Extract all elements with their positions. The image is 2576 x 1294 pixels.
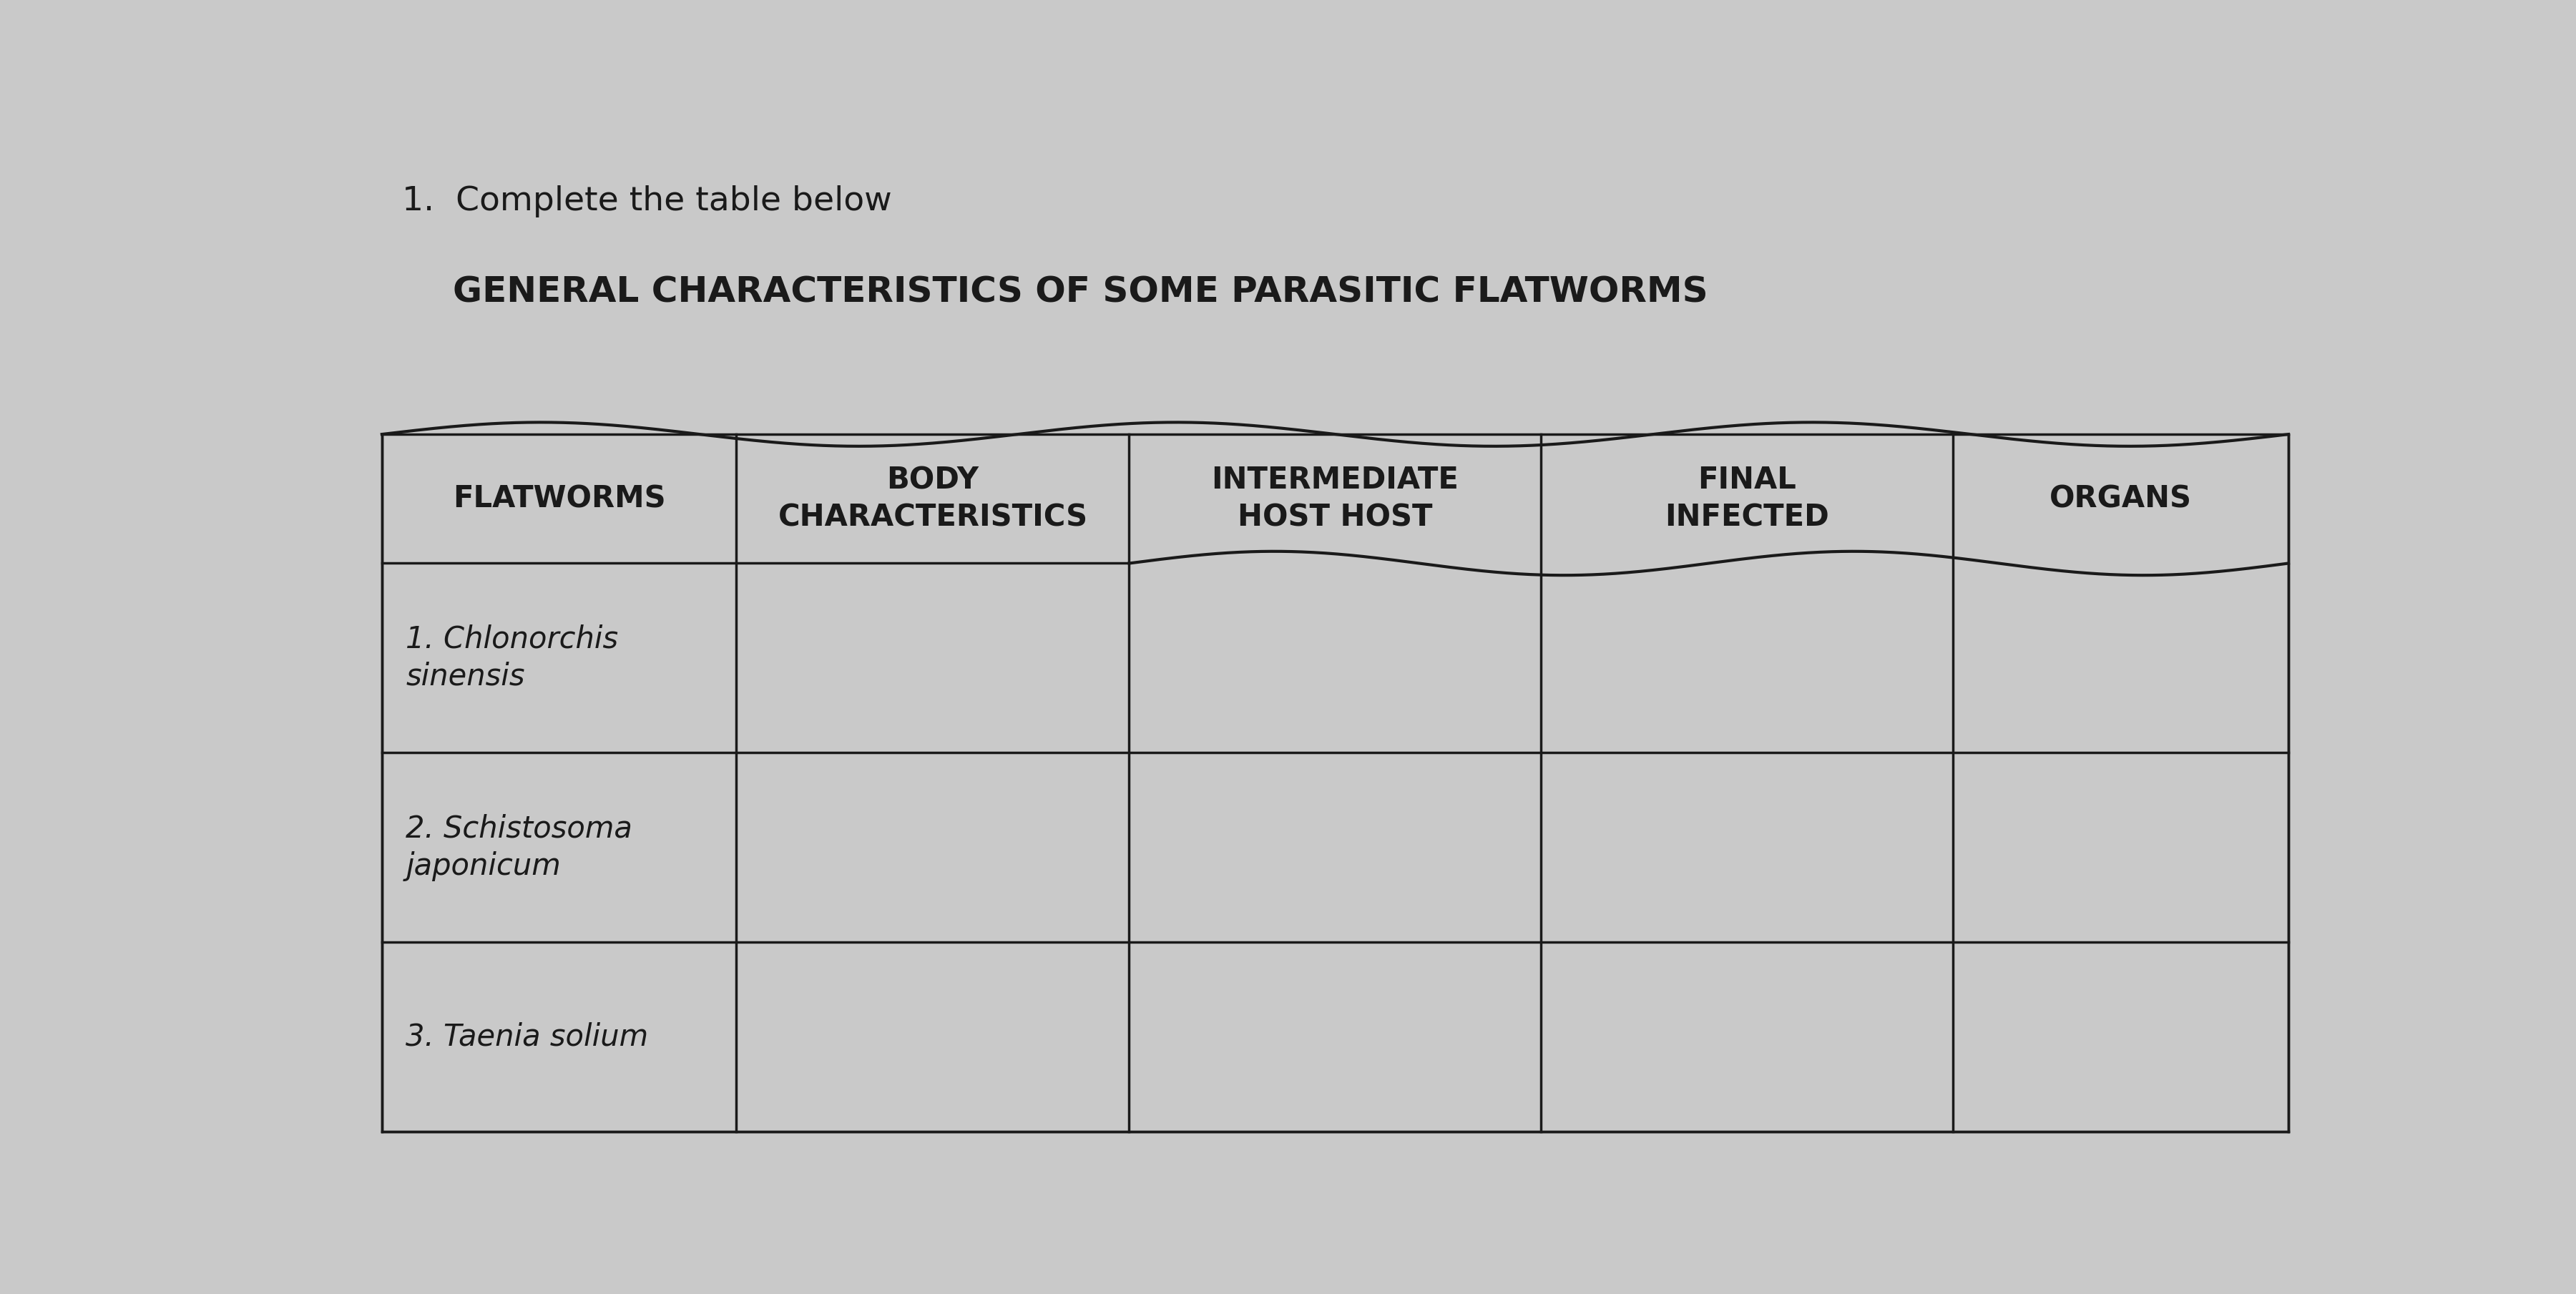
Text: 3. Taenia solium: 3. Taenia solium bbox=[407, 1022, 649, 1052]
Text: INTERMEDIATE
HOST HOST: INTERMEDIATE HOST HOST bbox=[1211, 466, 1458, 532]
Text: BODY
CHARACTERISTICS: BODY CHARACTERISTICS bbox=[778, 466, 1087, 532]
Text: 2. Schistosoma
japonicum: 2. Schistosoma japonicum bbox=[407, 814, 634, 881]
Text: 1. Chlonorchis
sinensis: 1. Chlonorchis sinensis bbox=[407, 625, 618, 691]
Text: FINAL
INFECTED: FINAL INFECTED bbox=[1664, 466, 1829, 532]
Text: FLATWORMS: FLATWORMS bbox=[453, 484, 665, 514]
Text: GENERAL CHARACTERISTICS OF SOME PARASITIC FLATWORMS: GENERAL CHARACTERISTICS OF SOME PARASITI… bbox=[453, 274, 1708, 309]
Text: 1.  Complete the table below: 1. Complete the table below bbox=[402, 185, 891, 217]
Text: ORGANS: ORGANS bbox=[2050, 484, 2192, 514]
